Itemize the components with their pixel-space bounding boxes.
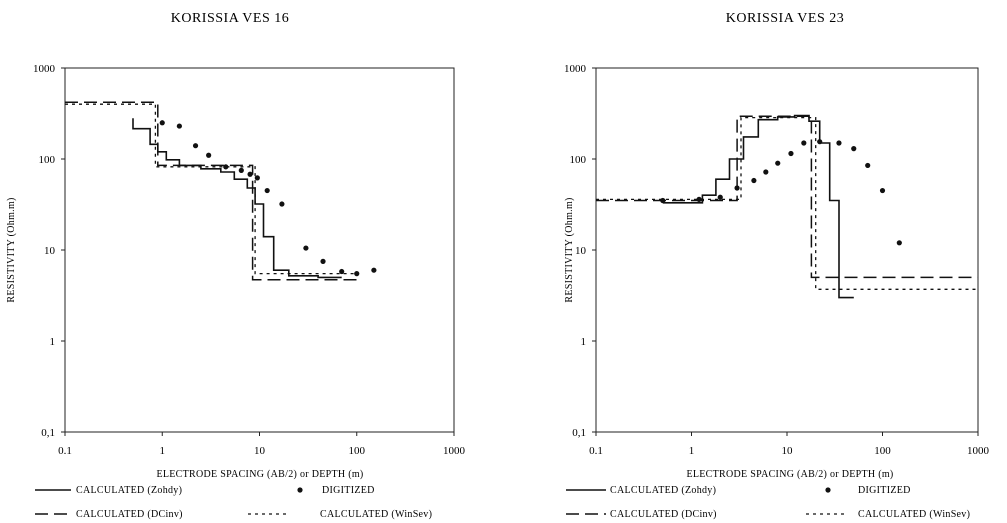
legend-label: CALCULATED (WinSev) — [320, 509, 432, 520]
y-axis-label: RESISTIVITY (Ohm.m) — [6, 197, 17, 302]
legend-label: CALCULATED (Zohdy) — [610, 485, 716, 496]
legend-label: CALCULATED (Zohdy) — [76, 485, 182, 496]
digitized-point — [192, 143, 199, 149]
digitized-point — [717, 194, 723, 200]
digitized-point — [279, 201, 285, 207]
y-axis-label: RESISTIVITY (Ohm.m) — [564, 197, 575, 302]
plot-area-frame — [64, 67, 455, 433]
x-tick-label: 1000 — [967, 445, 990, 457]
chart-title: KORISSIA VES 16 — [171, 11, 290, 26]
digitized-point — [159, 120, 165, 126]
y-tick-label: 0,1 — [572, 427, 586, 439]
digitized-point — [176, 123, 182, 129]
y-tick-label: 10 — [44, 245, 56, 257]
x-tick-label: 0.1 — [58, 445, 72, 457]
digitized-point — [851, 146, 857, 152]
y-tick-label: 1000 — [33, 63, 56, 75]
digitized-point — [247, 171, 253, 177]
digitized-point — [354, 271, 360, 277]
series-line-calculated-zohdy — [662, 114, 854, 299]
y-tick-label: 10 — [575, 245, 587, 257]
digitized-point — [801, 140, 807, 146]
y-tick-label: 100 — [570, 154, 587, 166]
y-tick-label: 1 — [581, 336, 587, 348]
digitized-point — [817, 139, 823, 145]
legend-label: DIGITIZED — [322, 485, 375, 496]
x-tick-label: 1 — [160, 445, 166, 457]
series-line-calculated-zohdy — [132, 118, 342, 279]
x-tick-label: 100 — [349, 445, 366, 457]
plot-area-frame — [595, 67, 979, 433]
x-tick-label: 10 — [782, 445, 794, 457]
legend-marker-dot — [297, 487, 303, 493]
digitized-point — [254, 175, 260, 181]
digitized-point — [206, 152, 212, 158]
series-line-calculated-winsev — [65, 103, 357, 275]
digitized-point — [339, 268, 345, 275]
x-tick-label: 100 — [874, 445, 891, 457]
x-tick-label: 10 — [254, 445, 266, 457]
digitized-point — [371, 267, 377, 273]
digitized-point — [264, 187, 270, 194]
legend-marker-dot — [825, 487, 831, 493]
series-line-calculated-winsev — [596, 116, 978, 290]
y-tick-label: 100 — [39, 154, 56, 166]
y-tick-label: 1000 — [564, 63, 587, 75]
x-axis-label: ELECTRODE SPACING (AB/2) or DEPTH (m) — [156, 469, 363, 480]
y-tick-label: 1 — [50, 336, 56, 348]
x-axis-label: ELECTRODE SPACING (AB/2) or DEPTH (m) — [686, 469, 893, 480]
digitized-point — [896, 240, 902, 246]
digitized-point — [775, 160, 781, 166]
x-tick-label: 1000 — [443, 445, 466, 457]
chart-panel-2: KORISSIA VES 23 0,1 1 10 100 1000 0.1 1 10 100 100… — [564, 11, 990, 520]
digitized-point — [865, 162, 871, 169]
legend-label: CALCULATED (WinSev) — [858, 509, 970, 520]
x-tick-label: 0.1 — [589, 445, 603, 457]
digitized-point — [303, 245, 309, 251]
series-line-calculated-dcinv — [65, 101, 357, 281]
x-tick-label: 1 — [689, 445, 695, 457]
legend-label: DIGITIZED — [858, 485, 911, 496]
digitized-point — [223, 164, 229, 170]
digitized-point — [836, 140, 842, 146]
series-line-calculated-dcinv — [596, 115, 978, 279]
digitized-point — [763, 169, 769, 175]
chart-title: KORISSIA VES 23 — [726, 11, 845, 26]
legend-label: CALCULATED (DCinv) — [76, 509, 183, 520]
digitized-point — [788, 150, 794, 157]
digitized-point — [751, 177, 757, 184]
chart-panel-1: KORISSIA VES 16 0,1 1 10 100 1000 0.1 1 10 100 100… — [6, 11, 466, 520]
digitized-point — [879, 187, 886, 194]
y-tick-label: 0,1 — [41, 427, 55, 439]
legend-label: CALCULATED (DCinv) — [610, 509, 717, 520]
digitized-point — [238, 167, 244, 173]
digitized-point — [320, 258, 326, 264]
